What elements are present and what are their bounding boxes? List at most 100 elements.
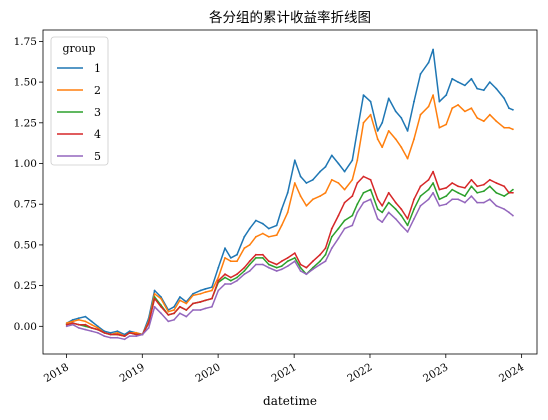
data-point-series-2 xyxy=(135,331,138,334)
data-point-series-2 xyxy=(243,247,246,250)
data-point-series-3 xyxy=(369,188,372,191)
data-point-series-1 xyxy=(72,318,74,321)
legend-title: group xyxy=(62,42,95,55)
data-point-series-5 xyxy=(337,237,340,240)
data-point-series-3 xyxy=(427,188,430,191)
data-point-series-1 xyxy=(387,97,390,100)
data-point-series-5 xyxy=(229,283,232,285)
data-point-series-1 xyxy=(275,224,278,227)
data-point-series-3 xyxy=(343,219,346,222)
y-tick-label: 1.25 xyxy=(14,117,37,129)
data-point-series-5 xyxy=(153,305,156,308)
data-point-series-2 xyxy=(90,323,93,326)
data-point-series-1 xyxy=(413,100,415,103)
data-point-series-3 xyxy=(451,188,454,191)
data-point-series-2 xyxy=(495,120,498,123)
data-point-series-1 xyxy=(376,130,379,132)
data-point-series-1 xyxy=(464,84,466,87)
legend-label-5: 5 xyxy=(94,150,101,163)
data-point-series-1 xyxy=(312,178,314,181)
data-point-series-3 xyxy=(84,325,87,328)
data-point-series-3 xyxy=(224,276,226,279)
data-point-series-5 xyxy=(65,325,68,328)
data-point-series-4 xyxy=(84,323,87,326)
data-point-series-5 xyxy=(248,270,251,272)
data-point-series-1 xyxy=(305,182,308,184)
data-point-series-5 xyxy=(147,327,150,329)
data-point-series-5 xyxy=(457,198,459,201)
data-point-series-2 xyxy=(173,309,176,311)
data-point-series-2 xyxy=(343,188,346,191)
data-point-series-3 xyxy=(243,270,246,272)
data-point-series-4 xyxy=(128,331,131,334)
data-point-series-3 xyxy=(381,211,384,214)
data-point-series-4 xyxy=(464,187,466,189)
data-point-series-1 xyxy=(351,159,354,162)
data-point-series-4 xyxy=(65,323,68,326)
data-point-series-1 xyxy=(406,130,409,132)
data-point-series-5 xyxy=(96,331,99,334)
data-point-series-5 xyxy=(299,270,302,272)
data-point-series-5 xyxy=(330,247,333,250)
data-point-series-5 xyxy=(445,203,448,206)
data-point-series-5 xyxy=(280,268,283,271)
data-point-series-2 xyxy=(153,292,156,295)
data-point-series-3 xyxy=(362,191,365,194)
data-point-series-4 xyxy=(369,178,372,181)
data-point-series-1 xyxy=(488,81,491,83)
data-point-series-1 xyxy=(192,292,194,295)
data-point-series-2 xyxy=(305,204,308,207)
data-point-series-1 xyxy=(84,315,87,318)
data-point-series-2 xyxy=(324,191,327,194)
data-point-series-5 xyxy=(482,201,485,204)
data-point-series-2 xyxy=(362,121,365,124)
data-point-series-3 xyxy=(286,260,289,263)
data-point-series-5 xyxy=(362,201,365,204)
data-point-series-5 xyxy=(255,263,257,266)
data-point-series-4 xyxy=(476,185,479,188)
data-point-series-4 xyxy=(381,204,384,207)
data-point-series-4 xyxy=(376,198,379,201)
data-point-series-4 xyxy=(248,260,251,263)
data-point-series-4 xyxy=(135,333,138,336)
data-point-series-4 xyxy=(72,322,74,324)
data-point-series-1 xyxy=(356,130,359,132)
data-point-series-3 xyxy=(261,257,264,259)
y-tick-label: 1.50 xyxy=(14,77,37,89)
data-point-series-2 xyxy=(192,294,194,297)
data-point-series-2 xyxy=(445,123,448,126)
data-point-series-5 xyxy=(351,224,354,227)
data-point-series-4 xyxy=(199,301,202,303)
data-point-series-1 xyxy=(419,73,422,75)
data-point-series-3 xyxy=(413,208,415,211)
data-point-series-1 xyxy=(90,320,93,323)
data-point-series-5 xyxy=(211,305,213,308)
data-point-series-2 xyxy=(224,257,226,259)
data-point-series-2 xyxy=(330,178,333,181)
data-point-series-4 xyxy=(356,182,359,184)
data-point-series-3 xyxy=(324,253,327,256)
data-point-series-5 xyxy=(432,191,434,194)
series-lines xyxy=(65,48,514,341)
data-point-series-2 xyxy=(351,178,354,181)
data-point-series-4 xyxy=(185,309,188,311)
data-point-series-3 xyxy=(248,263,251,266)
data-point-series-4 xyxy=(217,279,220,282)
data-point-series-2 xyxy=(406,157,409,160)
data-point-series-1 xyxy=(299,175,302,178)
data-point-series-4 xyxy=(90,327,93,329)
data-point-series-2 xyxy=(160,297,162,300)
data-point-series-4 xyxy=(103,331,106,334)
data-point-series-4 xyxy=(286,257,289,259)
data-point-series-4 xyxy=(167,314,170,316)
data-point-series-3 xyxy=(445,195,448,198)
data-point-series-5 xyxy=(508,211,510,214)
data-point-series-2 xyxy=(72,320,74,323)
x-axis-title: datetime xyxy=(263,394,317,408)
data-point-series-2 xyxy=(96,327,99,329)
data-point-series-4 xyxy=(438,188,441,191)
data-point-series-4 xyxy=(419,185,422,188)
data-point-series-5 xyxy=(419,204,422,207)
data-point-series-3 xyxy=(351,214,354,217)
data-point-series-5 xyxy=(438,204,441,207)
